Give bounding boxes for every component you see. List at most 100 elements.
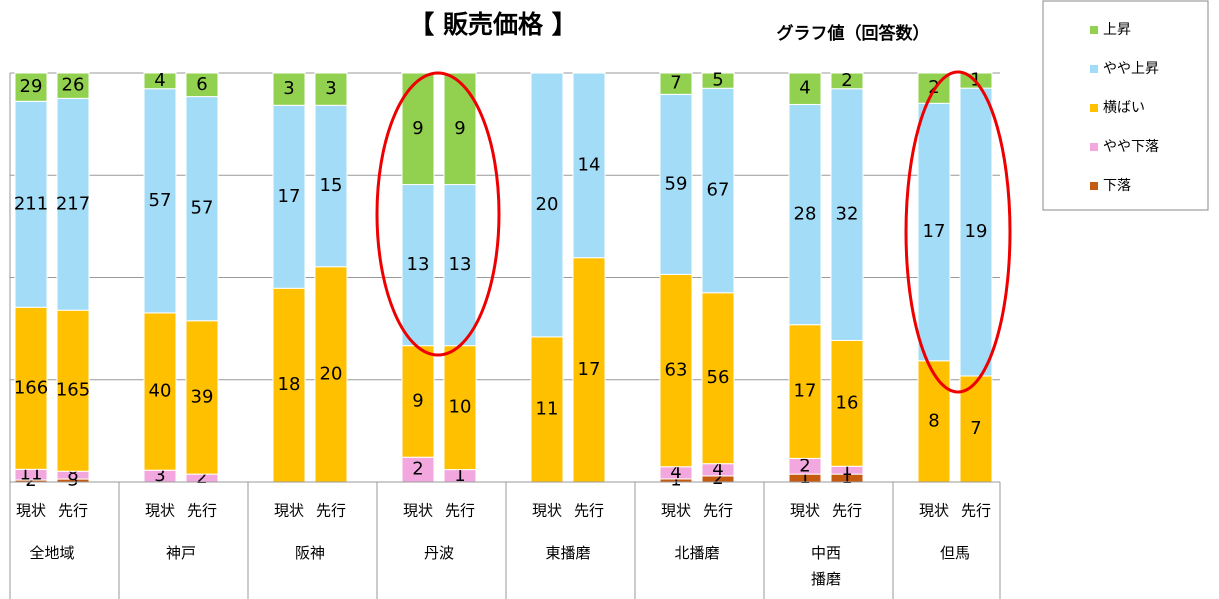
legend-label: やや上昇 (1103, 61, 1159, 77)
data-label: 1 (799, 467, 810, 488)
data-label: 2 (196, 467, 207, 488)
data-label: 17 (923, 221, 946, 242)
x-tick-label: 先行 (961, 502, 991, 520)
x-tick-label: 現状 (16, 502, 46, 520)
data-label: 1 (841, 459, 852, 480)
data-label: 13 (449, 254, 472, 275)
bar-segment (185, 96, 219, 322)
data-label: 39 (191, 386, 214, 407)
highlight-ellipse (904, 70, 1012, 394)
x-tick-label: 現状 (403, 502, 433, 520)
group-label-line: 全地域 (29, 544, 74, 562)
data-label: 3 (283, 78, 294, 99)
bar-segment (185, 72, 219, 98)
bar-segment (830, 339, 864, 467)
data-label: 63 (665, 360, 688, 381)
bar-segment (143, 72, 177, 90)
x-tick-label: 現状 (145, 502, 175, 520)
data-label: 18 (278, 374, 301, 395)
data-label: 8 (67, 464, 78, 485)
x-tick-label: 先行 (58, 502, 88, 520)
x-tick-label: 先行 (832, 502, 862, 520)
data-label: 2 (841, 70, 852, 91)
x-tick-label: 先行 (703, 502, 733, 520)
data-label: 20 (536, 194, 559, 215)
data-label: 26 (62, 75, 85, 96)
bar-segment (830, 72, 864, 90)
data-label: 3 (67, 470, 78, 491)
bar-segment (959, 375, 993, 483)
data-label: 1 (841, 467, 852, 488)
data-label: 4 (154, 70, 165, 91)
bar-segment (659, 72, 693, 95)
bar-segment (314, 266, 348, 483)
x-tick-label: 先行 (316, 502, 346, 520)
group-label: 全地域 (29, 544, 74, 562)
data-label: 14 (578, 154, 601, 175)
data-label: 13 (407, 254, 430, 275)
group-label: 北播磨 (674, 544, 719, 562)
group-label-line: 中西 (811, 544, 841, 562)
x-tick-label: 先行 (445, 502, 475, 520)
legend-swatch (1090, 26, 1098, 34)
group-label: 神戸 (166, 544, 196, 562)
data-label: 6 (196, 74, 207, 95)
data-label: 7 (670, 73, 681, 94)
bar-segment (272, 104, 306, 289)
data-label: 4 (670, 462, 681, 483)
data-label: 1 (454, 465, 465, 486)
data-label: 15 (320, 175, 343, 196)
bar-segment (788, 324, 822, 459)
data-label: 1 (670, 469, 681, 490)
x-tick-label: 先行 (187, 502, 217, 520)
data-label: 40 (149, 381, 172, 402)
legend-box (1042, 0, 1209, 211)
data-label: 8 (928, 410, 939, 431)
bar-segment (314, 104, 348, 268)
bar-segment (701, 72, 735, 89)
group-label: 東播磨 (545, 544, 590, 562)
bar-segment (14, 306, 48, 470)
legend-label: 下落 (1103, 178, 1131, 194)
legend-label: やや下落 (1103, 139, 1159, 155)
data-label: 19 (965, 221, 988, 242)
data-label: 67 (707, 180, 730, 201)
group-label-line: 播磨 (811, 570, 841, 588)
data-label: 5 (712, 70, 723, 91)
bar-segment (530, 72, 564, 338)
legend-swatch (1090, 65, 1098, 73)
data-label: 20 (320, 363, 343, 384)
data-label: 9 (412, 390, 423, 411)
bar-segment (959, 87, 993, 377)
data-label: 59 (665, 173, 688, 194)
data-label: 17 (278, 186, 301, 207)
group-label: 丹波 (424, 544, 454, 562)
data-label: 17 (794, 381, 817, 402)
bar-segment (701, 87, 735, 294)
bar-segment (314, 72, 348, 106)
legend-swatch (1090, 182, 1098, 190)
group-label-line: 阪神 (295, 544, 325, 562)
group-label: 阪神 (295, 544, 325, 562)
data-label: 211 (14, 193, 48, 214)
bar-segment (14, 100, 48, 308)
x-tick-label: 現状 (919, 502, 949, 520)
x-tick-label: 現状 (532, 502, 562, 520)
data-label: 17 (578, 359, 601, 380)
bar-segment (659, 93, 693, 275)
data-label: 7 (970, 418, 981, 439)
x-tick-label: 現状 (274, 502, 304, 520)
data-label: 2 (799, 455, 810, 476)
legend-swatch (1090, 143, 1098, 151)
chart-title: 【 販売価格 】 (409, 10, 576, 39)
legend-swatch (1090, 104, 1098, 112)
legend-label: 上昇 (1103, 22, 1131, 38)
legend-label: 横ばい (1103, 100, 1145, 116)
group-label-line: 北播磨 (674, 544, 719, 562)
data-label: 11 (536, 398, 559, 419)
data-label: 9 (454, 118, 465, 139)
group-label-line: 但馬 (940, 544, 970, 562)
bar-segment (143, 88, 177, 314)
group-label: 但馬 (940, 544, 970, 562)
data-label: 10 (449, 397, 472, 418)
